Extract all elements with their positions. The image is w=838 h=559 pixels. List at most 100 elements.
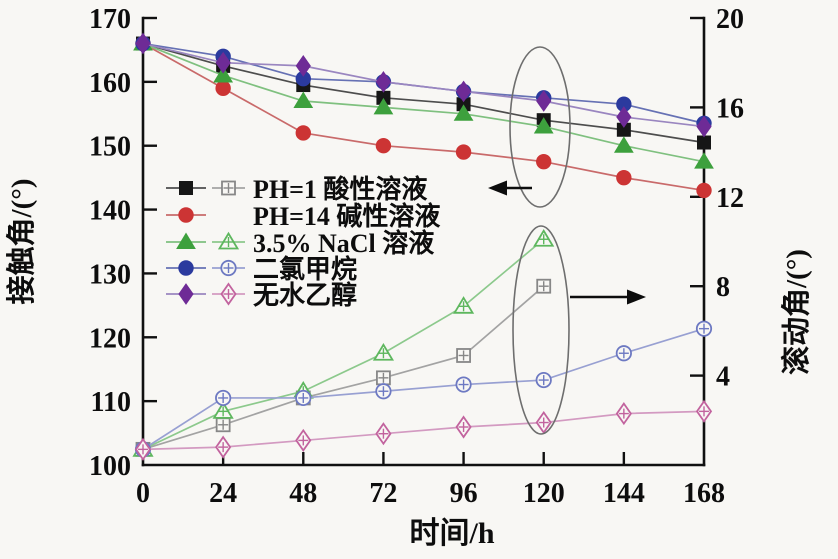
marker-cross — [223, 289, 234, 299]
open-circle-marker — [375, 383, 392, 400]
filled-triangle-marker — [613, 136, 634, 153]
open-circle-marker — [215, 389, 232, 407]
filled-diamond-marker — [696, 115, 712, 138]
marker-cross — [458, 301, 469, 312]
x-axis-title: 时间/h — [409, 517, 494, 550]
open-circle-marker — [220, 259, 237, 277]
marker-cross — [699, 406, 709, 417]
left-tick-label: 160 — [89, 68, 131, 99]
marker-cross — [378, 348, 389, 359]
x-tick-label: 48 — [289, 478, 317, 509]
filled-diamond-marker — [375, 70, 392, 93]
legend-label: 二氯甲烷 — [253, 254, 357, 284]
open-square-marker — [456, 348, 471, 363]
filled-triangle-marker — [176, 232, 196, 249]
left-tick-label: 100 — [89, 451, 131, 482]
x-tick-label: 72 — [369, 478, 397, 509]
marker-cross — [378, 428, 389, 439]
x-tick-label: 96 — [450, 478, 478, 509]
marker-cross — [378, 386, 389, 397]
filled-circle-marker — [616, 169, 632, 186]
annotation-ellipse-contact-angle — [509, 46, 571, 208]
left-tick-label: 120 — [89, 323, 131, 354]
marker-cross — [218, 406, 229, 417]
marker-cross — [223, 263, 234, 273]
x-tick-label: 168 — [683, 478, 725, 509]
filled-circle-marker — [215, 80, 231, 96]
open-triangle-marker — [372, 343, 395, 361]
right-tick-label: 4 — [716, 362, 730, 393]
left-tick-label: 140 — [89, 196, 131, 227]
annotation-arrow-left — [488, 180, 532, 196]
filled-triangle-marker — [293, 91, 314, 109]
left-axis-title: 接触角/(°) — [5, 179, 38, 305]
filled-diamond-marker — [616, 106, 632, 128]
legend-label: PH=14 碱性溶液 — [253, 201, 440, 231]
filled-diamond-marker — [455, 80, 472, 103]
open-circle-marker — [535, 371, 552, 389]
open-diamond-marker — [615, 402, 632, 426]
marker-cross — [218, 442, 229, 453]
filled-circle-marker — [536, 153, 552, 170]
left-tick-label: 150 — [89, 132, 131, 163]
x-tick-label: 120 — [523, 478, 565, 509]
series-line — [142, 327, 705, 451]
marker-cross — [223, 237, 234, 247]
arrow-head — [627, 289, 646, 305]
open-diamond-marker — [455, 415, 472, 439]
marker-cross — [538, 375, 549, 386]
right-tick-label: 20 — [716, 4, 744, 35]
x-tick-label: 0 — [136, 478, 150, 509]
open-square-marker — [536, 278, 552, 294]
series-line — [142, 410, 705, 451]
x-tick-label: 144 — [603, 478, 645, 509]
legend-label: 无水乙醇 — [253, 280, 357, 310]
open-diamond-marker — [134, 437, 152, 461]
filled-square-marker — [697, 135, 711, 150]
open-square-marker — [376, 370, 391, 386]
filled-circle-marker — [295, 125, 311, 141]
open-circle-marker — [615, 345, 632, 362]
open-diamond-marker — [695, 399, 713, 423]
marker-cross — [223, 183, 234, 193]
legend-label: PH=1 酸性溶液 — [253, 174, 427, 204]
left-tick-label: 170 — [89, 4, 131, 35]
marker-cross — [218, 419, 229, 430]
x-tick-label: 24 — [209, 478, 237, 509]
open-square-marker — [215, 417, 231, 433]
filled-triangle-marker — [213, 65, 234, 83]
open-triangle-marker — [217, 231, 240, 250]
open-triangle-marker — [212, 401, 234, 419]
filled-circle-marker — [696, 182, 712, 199]
open-diamond-marker — [375, 422, 392, 446]
marker-cross — [538, 234, 549, 245]
filled-triangle-marker — [533, 117, 554, 134]
filled-circle-marker — [178, 260, 194, 276]
series-line — [142, 42, 705, 144]
open-circle-marker — [455, 376, 472, 393]
legend-row: PH=14 碱性溶液 — [166, 201, 440, 231]
open-circle-marker — [695, 320, 713, 337]
series-line — [142, 42, 705, 192]
series-8 — [134, 399, 713, 461]
filled-diamond-marker — [135, 32, 151, 55]
filled-circle-marker — [455, 144, 472, 160]
marker-cross — [538, 417, 549, 428]
marker-cross — [699, 323, 709, 334]
legend-row: 无水乙醇 — [166, 280, 357, 310]
legend-row: PH=1 酸性溶液 — [166, 174, 427, 204]
series-7 — [134, 320, 713, 458]
right-axis-title: 滚动角/(°) — [779, 249, 813, 375]
filled-diamond-marker — [536, 90, 552, 112]
series-line — [142, 238, 545, 451]
open-diamond-marker — [535, 410, 552, 435]
series-line — [142, 42, 705, 128]
series-line — [142, 42, 705, 163]
marker-cross — [538, 281, 549, 292]
filled-square-marker — [179, 181, 193, 195]
open-square-marker — [221, 180, 236, 196]
annotations — [488, 46, 646, 435]
open-circle-marker — [295, 389, 312, 407]
annotation-ellipse-rolling-angle — [512, 225, 570, 435]
